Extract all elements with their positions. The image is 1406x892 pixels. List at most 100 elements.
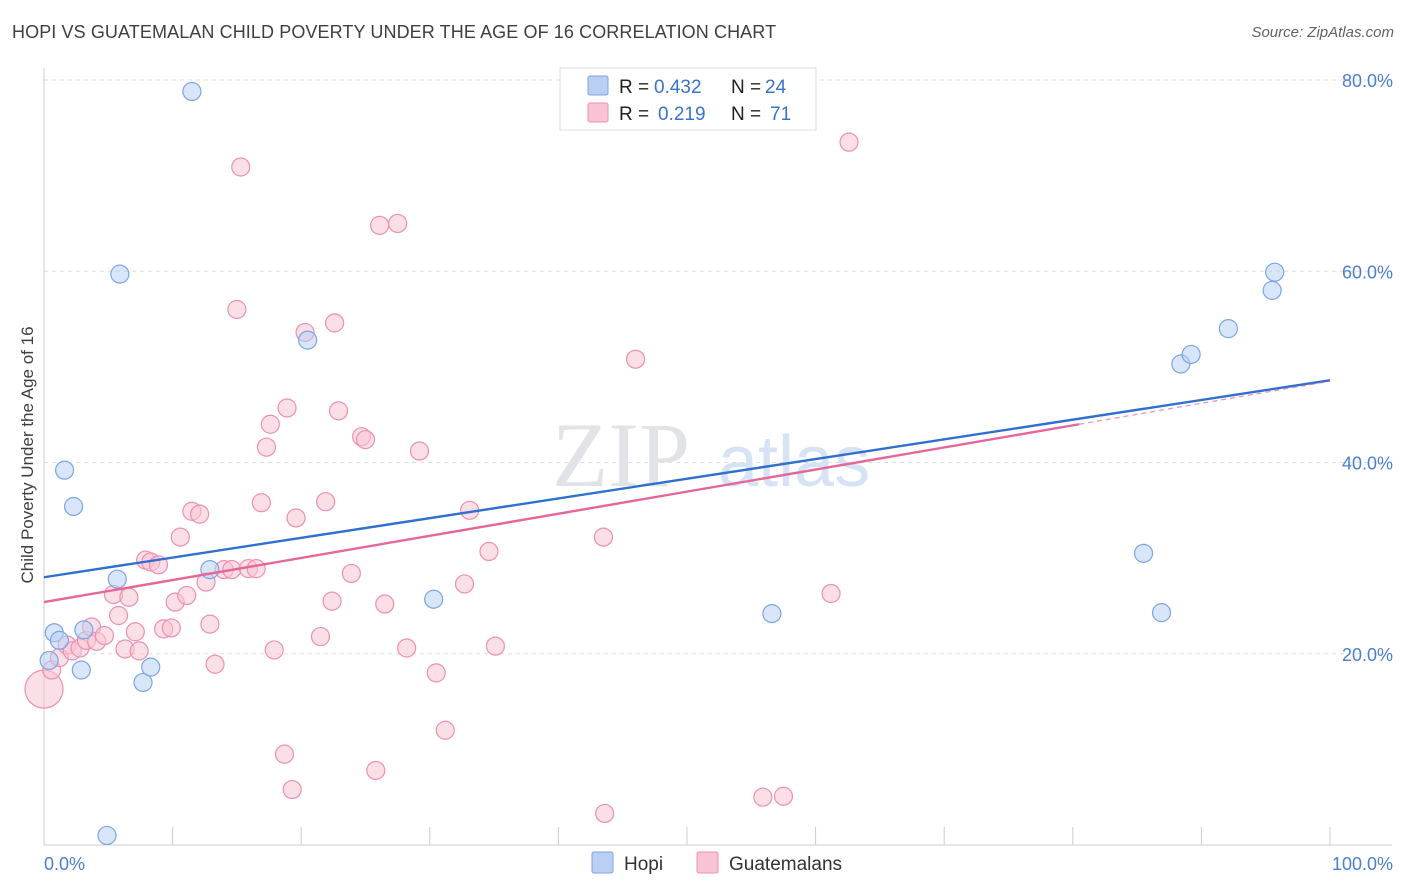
bottom-legend-label-hopi: Hopi	[624, 854, 663, 875]
guatemalans-point	[409, 441, 430, 461]
watermark-zip: ZIP	[552, 404, 690, 506]
hopi-point	[182, 81, 202, 102]
guatemalans-point	[341, 563, 361, 584]
guatemalans-point	[310, 626, 331, 647]
y-axis-label: Child Poverty Under the Age of 16	[18, 326, 37, 583]
hopi-trend-line	[43, 379, 1331, 579]
guatemalans-point	[119, 587, 139, 607]
guatemalans-point	[479, 541, 499, 562]
y-tick-label: 20.0%	[1342, 645, 1393, 665]
bottom-legend-swatch-guatemalans	[696, 851, 719, 874]
hopi-point	[54, 460, 75, 480]
hopi-point	[97, 825, 117, 846]
hopi-point	[133, 672, 153, 693]
guatemalans-point	[625, 349, 646, 369]
hopi-point	[141, 657, 161, 677]
x-tick-label-min: 0.0%	[44, 854, 85, 874]
hopi-point	[424, 589, 444, 609]
guatemalans-point	[256, 437, 277, 457]
legend-r-label-guatemalans: R =	[619, 104, 649, 125]
guatemalans-point	[773, 786, 794, 806]
hopi-point	[107, 569, 127, 589]
hopi-point	[71, 660, 91, 680]
guatemalans-point	[125, 622, 145, 642]
guatemalans-point	[375, 594, 395, 614]
hopi-point	[63, 496, 84, 517]
guatemalans-point	[593, 527, 614, 547]
y-tick-label: 60.0%	[1342, 262, 1393, 282]
y-tick-labels: 20.0% 40.0% 60.0% 80.0%	[1342, 71, 1393, 665]
legend-swatch-hopi	[587, 75, 609, 96]
legend-n-label-hopi: N =	[731, 77, 761, 98]
guatemalans-point	[753, 787, 773, 807]
hopi-point	[49, 630, 70, 650]
x-tick-label-max: 100.0%	[1332, 854, 1393, 874]
guatemalans-point	[231, 157, 251, 177]
guatemalans-point	[129, 641, 149, 661]
legend-n-label-guatemalans: N =	[731, 104, 761, 125]
guatemalans-point	[355, 429, 376, 450]
watermark: ZIP atlas	[552, 404, 870, 506]
guatemalans-point	[316, 492, 336, 512]
guatemalans-point	[435, 720, 455, 740]
hopi-point	[298, 330, 318, 350]
bottom-legend-swatch-hopi	[591, 851, 614, 874]
guatemalans-point	[397, 638, 417, 658]
legend-r-label-hopi: R =	[619, 77, 649, 98]
guatemalans-point	[170, 527, 190, 547]
hopi-points	[39, 81, 1285, 846]
guatemalans-point	[277, 398, 297, 418]
guatemalans-point	[205, 654, 225, 674]
series-legend: Hopi Guatemalans	[591, 851, 842, 875]
hopi-point	[1133, 543, 1154, 563]
guatemalans-point	[286, 508, 306, 528]
guatemalans-point	[325, 313, 345, 333]
guatemalans-point	[426, 663, 446, 683]
guatemalans-trend-line-extension	[1079, 380, 1331, 425]
axes	[43, 68, 1392, 846]
bottom-legend-label-guatemalans: Guatemalans	[729, 854, 842, 875]
guatemalans-point	[454, 574, 475, 594]
hopi-point	[1218, 319, 1239, 339]
hopi-point	[1181, 344, 1201, 365]
guatemalans-point	[260, 414, 280, 434]
guatemalans-point	[246, 559, 266, 579]
legend-n-value-hopi: 24	[765, 77, 787, 98]
chart-title: HOPI VS GUATEMALAN CHILD POVERTY UNDER T…	[12, 22, 777, 42]
legend-r-value-hopi: 0.432	[654, 77, 702, 98]
source-attribution: Source: ZipAtlas.com	[1251, 24, 1394, 41]
guatemalans-point	[388, 213, 408, 234]
trend-lines	[43, 379, 1331, 604]
guatemalans-point	[190, 504, 210, 524]
x-tick-labels: 0.0% 100.0%	[44, 854, 1393, 874]
y-tick-label: 80.0%	[1342, 71, 1393, 91]
guatemalans-point	[200, 614, 220, 634]
guatemalans-point	[264, 640, 284, 660]
guatemalans-point	[322, 591, 342, 611]
stats-legend: R = 0.432 N = 24 R = 0.219 N = 71	[559, 67, 817, 131]
hopi-point	[1262, 280, 1282, 300]
guatemalans-point	[94, 625, 115, 646]
guatemalans-point	[177, 585, 197, 606]
guatemalans-point	[227, 299, 247, 320]
guatemalans-point	[839, 132, 859, 152]
hopi-point	[762, 603, 782, 624]
guatemalans-point	[595, 803, 615, 824]
guatemalans-trend-line	[43, 423, 1080, 604]
guatemalans-point	[366, 760, 386, 781]
guatemalans-point	[821, 583, 841, 604]
guatemalans-point	[161, 618, 181, 638]
guatemalans-point	[370, 215, 390, 235]
guatemalans-point	[282, 779, 302, 800]
guatemalans-point	[274, 744, 295, 764]
hopi-point	[74, 620, 94, 640]
guatemalans-point	[328, 401, 349, 421]
legend-n-value-guatemalans: 71	[770, 104, 791, 125]
hopi-point	[39, 650, 59, 671]
hopi-point	[1265, 262, 1285, 282]
legend-swatch-guatemalans	[587, 102, 609, 123]
legend-r-value-guatemalans: 0.219	[658, 104, 706, 125]
guatemalans-point	[108, 605, 129, 626]
hopi-point	[110, 264, 130, 284]
